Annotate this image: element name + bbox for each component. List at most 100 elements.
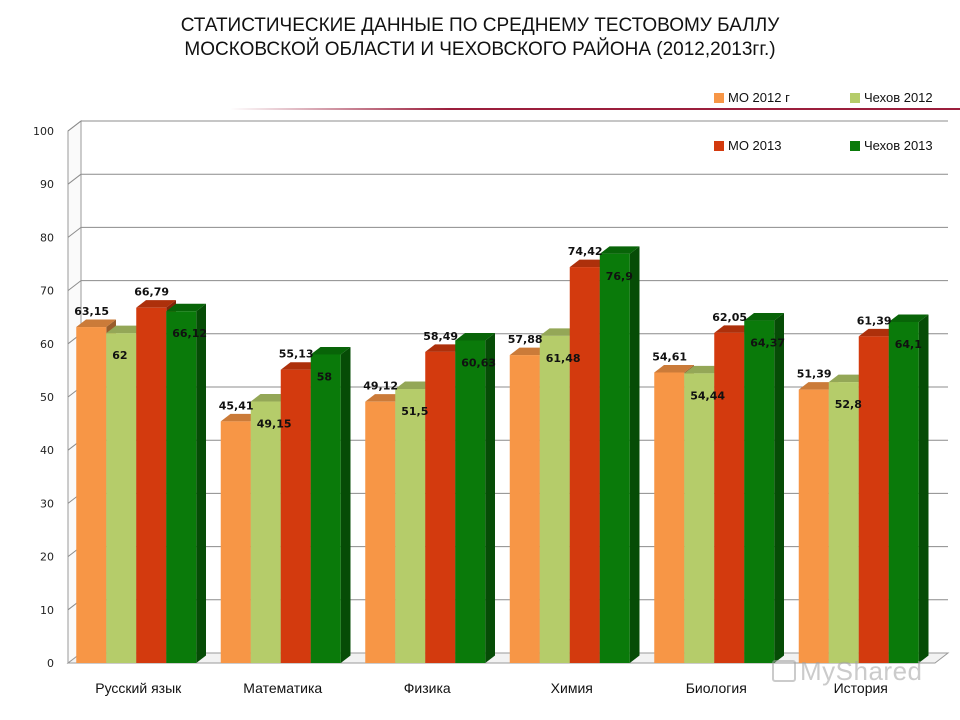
y-tick-label: 20 <box>40 551 54 564</box>
data-label: 57,88 <box>508 333 543 346</box>
y-tick-label: 100 <box>33 125 54 138</box>
legend-label: Чехов 2012 <box>864 90 933 105</box>
bar-front <box>714 332 745 663</box>
gridline-depth <box>67 120 82 132</box>
bar-front <box>744 320 775 663</box>
bar-front <box>858 336 889 663</box>
bar-front <box>654 372 685 663</box>
y-tick-label: 10 <box>40 604 54 617</box>
legend: МО 2012 г Чехов 2012 МО 2013 Чехов 2013 <box>714 90 933 153</box>
legend-item: Чехов 2013 <box>850 138 933 153</box>
gridline-depth <box>67 227 82 238</box>
bar-top <box>509 347 550 356</box>
bar-top <box>310 346 351 355</box>
bar-front <box>250 401 281 663</box>
chart-title: СТАТИСТИЧЕСКИЕ ДАННЫЕ ПО СРЕДНЕМУ ТЕСТОВ… <box>0 14 960 62</box>
bar-top <box>455 332 495 341</box>
bar-front <box>539 335 570 663</box>
bar-top <box>220 413 261 422</box>
bar-top <box>425 344 465 352</box>
legend-item: Чехов 2012 <box>850 90 933 105</box>
data-label: 58 <box>317 370 332 383</box>
data-label: 54,61 <box>652 350 687 363</box>
data-label: 52,8 <box>835 398 862 411</box>
bar <box>310 346 351 663</box>
chart-title-line2: МОСКОВСКОЙ ОБЛАСТИ И ЧЕХОВСКОГО РАЙОНА (… <box>184 39 776 60</box>
bar-front <box>569 267 600 663</box>
bars-layer <box>76 246 929 663</box>
bar-top <box>684 365 724 374</box>
bar-side <box>340 346 351 663</box>
bar-top <box>744 313 784 321</box>
data-label: 54,44 <box>690 389 725 402</box>
y-tick-label: 70 <box>40 285 54 298</box>
data-label: 58,49 <box>423 330 458 343</box>
watermark: MyShared <box>772 656 923 687</box>
bar-side <box>774 313 784 663</box>
x-category-label: Химия <box>551 680 593 696</box>
gridline-depth <box>67 173 82 185</box>
bar-top <box>250 394 291 402</box>
data-label: 45,41 <box>219 399 254 412</box>
bar-front <box>798 389 829 663</box>
watermark-icon <box>772 660 796 682</box>
data-label: 61,39 <box>857 314 892 327</box>
x-category-label: История <box>834 680 888 696</box>
bar-front <box>365 401 396 663</box>
legend-item: МО 2013 <box>714 138 781 153</box>
bar-front <box>310 354 341 663</box>
bar-side <box>918 314 929 663</box>
bar-front <box>106 333 137 663</box>
bar-top <box>76 319 116 328</box>
accent-divider <box>230 108 960 110</box>
bar-top <box>280 362 321 370</box>
data-label: 62,05 <box>712 311 747 324</box>
legend-label: МО 2012 г <box>728 90 790 105</box>
bar <box>888 314 929 663</box>
bar-front <box>280 369 311 663</box>
bar-front <box>166 311 197 663</box>
chart-title-line1: СТАТИСТИЧЕСКИЕ ДАННЫЕ ПО СРЕДНЕМУ ТЕСТОВ… <box>180 15 780 36</box>
bar-side <box>485 332 495 663</box>
bar <box>166 303 206 663</box>
bar-front <box>684 373 715 663</box>
data-label: 61,48 <box>546 352 581 365</box>
bar-top <box>365 394 405 402</box>
bar-front <box>395 389 426 663</box>
data-label: 64,37 <box>750 337 785 350</box>
y-tick-label: 50 <box>40 391 54 404</box>
data-label: 66,12 <box>172 327 207 340</box>
axis-layer: 0 10 20 30 40 50 60 70 80 90 100 Русский язык Матема… <box>33 125 888 696</box>
bar-front <box>76 327 107 663</box>
bar <box>744 313 784 663</box>
bar-front <box>509 355 540 663</box>
data-label: 74,42 <box>568 245 603 258</box>
data-label: 51,5 <box>401 405 428 418</box>
y-tick-label: 80 <box>40 231 54 244</box>
legend-label: Чехов 2013 <box>864 138 933 153</box>
legend-swatch <box>850 141 860 151</box>
bar-top <box>395 381 435 390</box>
legend-item: МО 2012 г <box>714 90 790 105</box>
bar-top <box>599 246 640 254</box>
bar-front <box>888 321 919 663</box>
bar-front <box>828 382 859 663</box>
bar-side <box>629 246 640 663</box>
bar <box>455 332 495 663</box>
bar-top <box>569 259 610 268</box>
data-labels-layer: 63,156266,7966,1245,4149,1555,135849,125… <box>74 245 922 430</box>
y-tick-label: 60 <box>40 338 54 351</box>
bar-side <box>196 303 206 663</box>
x-category-label: Русский язык <box>95 680 182 696</box>
bar-top <box>798 382 839 390</box>
data-label: 55,13 <box>279 348 314 361</box>
gridline-depth <box>67 280 82 291</box>
y-tick-label: 40 <box>40 444 54 457</box>
bar-top <box>888 314 929 322</box>
bar-top <box>136 300 176 308</box>
legend-swatch <box>714 93 724 103</box>
data-label: 51,39 <box>797 368 832 381</box>
watermark-text: MyShared <box>800 656 923 686</box>
legend-swatch <box>850 93 860 103</box>
